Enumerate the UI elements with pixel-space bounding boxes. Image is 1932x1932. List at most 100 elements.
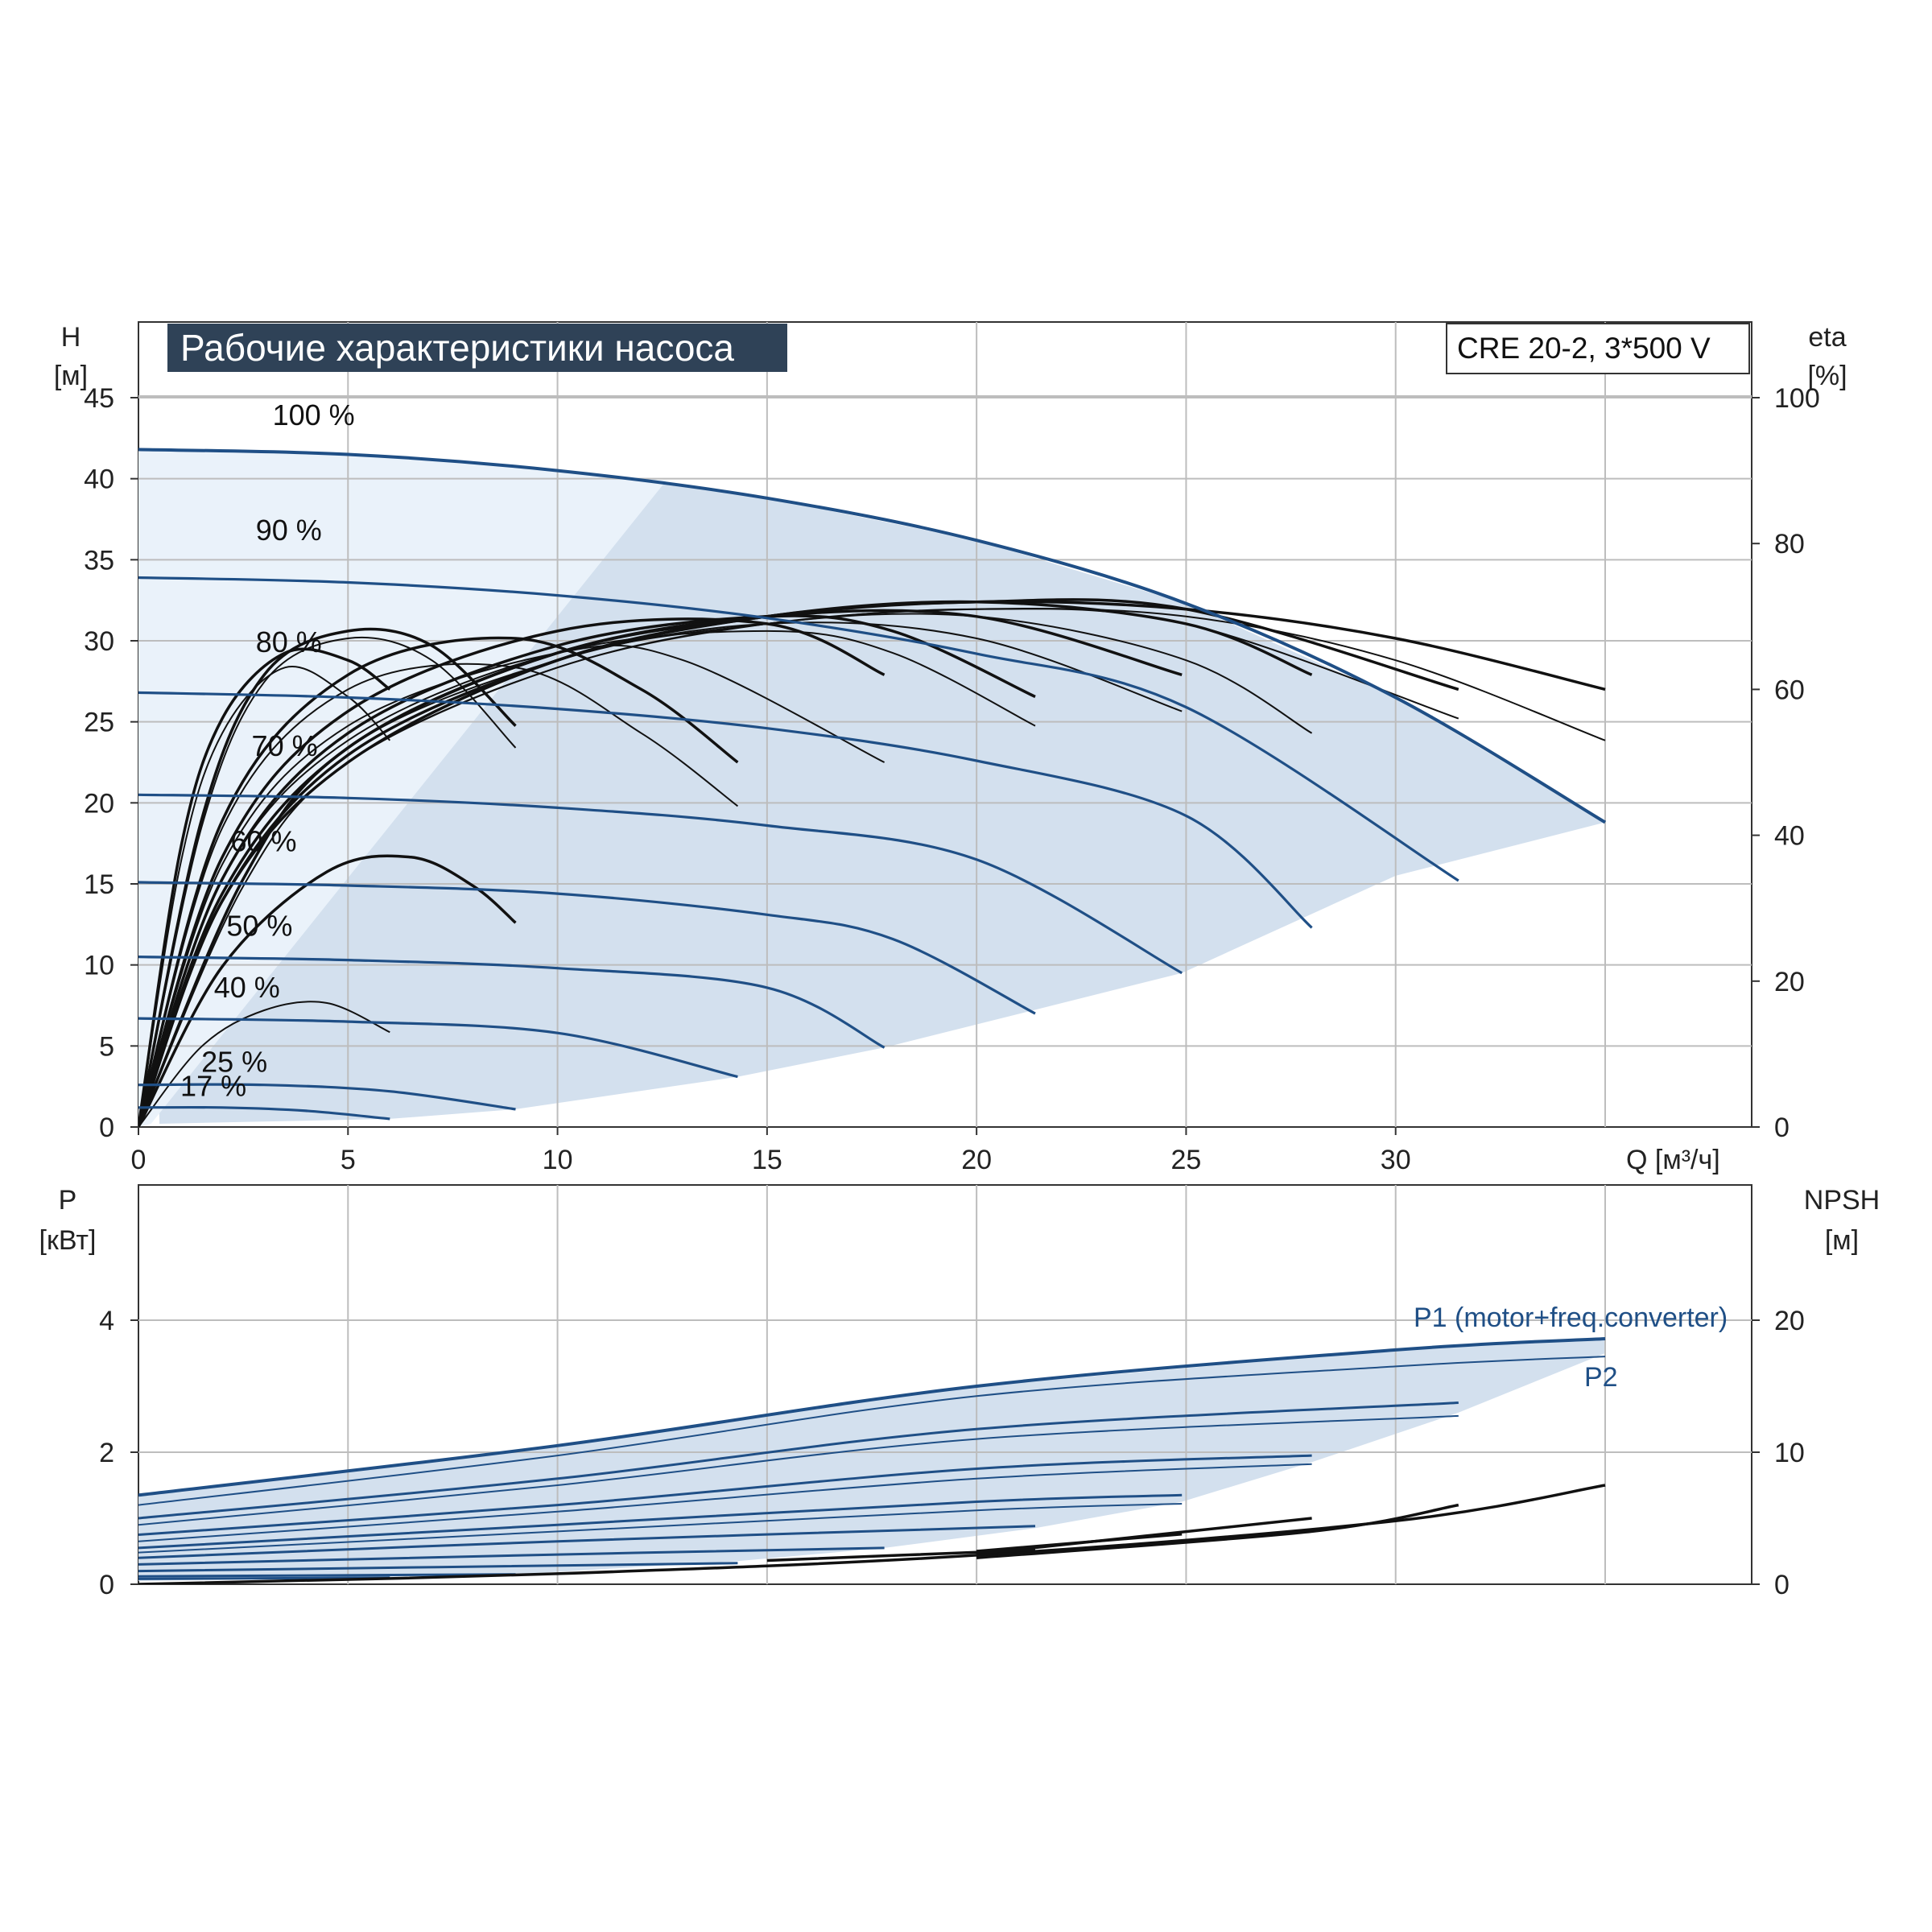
- speed-label: 25 %: [201, 1046, 267, 1079]
- x-tick-label: 10: [543, 1145, 573, 1175]
- npsh-axis-unit: [м]: [1825, 1225, 1859, 1256]
- npsh-tick-label: 0: [1774, 1570, 1790, 1600]
- y2-tick-label: 100: [1774, 383, 1820, 414]
- speed-label: 100 %: [273, 398, 355, 431]
- y-tick-label: 40: [84, 464, 114, 495]
- p1-curve: [138, 1454, 1312, 1536]
- y-tick-label: 10: [84, 951, 114, 981]
- npsh-curve: [976, 1503, 1459, 1559]
- efficiency-curve: [138, 854, 517, 1127]
- x-tick-label: 30: [1381, 1145, 1411, 1175]
- head-curve: [138, 576, 1459, 882]
- y-tick-label: 5: [99, 1031, 114, 1062]
- p2-label: P2: [1584, 1362, 1618, 1393]
- x-tick-label: 15: [752, 1145, 782, 1175]
- efficiency-curve: [138, 621, 1183, 1127]
- speed-labels: 100 % 90 % 80 % 70 % 60 % 50 % 40 % 25 %17 %: [180, 398, 355, 1103]
- efficiency-curve: [138, 613, 1313, 1127]
- eta-axis-label: eta: [1808, 322, 1846, 353]
- p1-curve: [138, 1493, 1183, 1550]
- speed-label: 90 %: [256, 514, 322, 547]
- h-axis-label: H: [61, 322, 81, 353]
- p-tick-label: 4: [99, 1306, 114, 1336]
- efficiency-curve: [138, 644, 886, 1127]
- p2-curve: [138, 1414, 1459, 1526]
- y-tick-label: 15: [84, 869, 114, 900]
- efficiency-curves: [138, 598, 1606, 1127]
- x-tick-label: 0: [131, 1145, 147, 1175]
- npsh-curve: [766, 1548, 1036, 1563]
- efficiency-curve: [138, 1001, 390, 1127]
- head-curve: [138, 448, 1607, 824]
- efficiency-curve: [138, 663, 739, 1127]
- npsh-tick-label: 10: [1774, 1438, 1805, 1468]
- p1-curve: [138, 1546, 885, 1566]
- y-tick-label: 0: [99, 1113, 114, 1143]
- p-axis-unit: [кВт]: [39, 1225, 97, 1256]
- x-tick-label: 5: [341, 1145, 356, 1175]
- p1-label: P1 (motor+freq.converter): [1414, 1302, 1728, 1333]
- y-tick-label: 25: [84, 708, 114, 738]
- speed-label: 40 %: [214, 971, 280, 1004]
- power-ticks: 0 2 4 0 10 20: [99, 1306, 1805, 1600]
- y2-tick-label: 60: [1774, 675, 1805, 705]
- model-label: CRE 20-2, 3*500 V: [1457, 332, 1711, 365]
- y-tick-label: 35: [84, 545, 114, 576]
- head-curve: [138, 881, 1036, 1015]
- efficiency-curve: [138, 665, 391, 1127]
- power-panel: 0 2 4 0 10 20 P [кВт] NPSH [м] P1 (motor+freq…: [39, 1184, 1880, 1600]
- power-curves: [138, 1337, 1606, 1584]
- p1-curve: [138, 1562, 738, 1573]
- p1-curve: [138, 1402, 1459, 1520]
- efficiency-curve: [138, 636, 517, 1127]
- y2-tick-label: 0: [1774, 1113, 1790, 1143]
- p-axis-label: P: [59, 1185, 77, 1216]
- head-grid: [138, 322, 1752, 1127]
- y2-tick-label: 40: [1774, 821, 1805, 852]
- head-curve: [138, 956, 886, 1049]
- efficiency-curve: [138, 630, 1036, 1127]
- model-box: [1446, 323, 1750, 374]
- speed-label: 80 %: [256, 625, 322, 658]
- x-tick-label: 25: [1171, 1145, 1202, 1175]
- speed-label: 50 %: [226, 909, 292, 942]
- efficiency-curve: [138, 617, 886, 1127]
- head-curve: [138, 1017, 738, 1079]
- h-axis-unit: [м]: [54, 361, 88, 391]
- p2-curve: [138, 1503, 1183, 1554]
- power-region-fill: [138, 1339, 1605, 1581]
- head-curve: [138, 793, 1183, 975]
- speed-label: 70 %: [252, 729, 318, 762]
- power-operating-region: [138, 1339, 1605, 1581]
- head-curve: [138, 1105, 390, 1121]
- y2-tick-label: 20: [1774, 967, 1805, 997]
- npsh-axis-label: NPSH: [1804, 1185, 1880, 1216]
- efficiency-curve: [138, 647, 391, 1127]
- head-curve: [138, 1083, 516, 1111]
- npsh-tick-label: 20: [1774, 1306, 1805, 1336]
- p1-curve: [138, 1525, 1036, 1559]
- y2-tick-label: 80: [1774, 529, 1805, 559]
- head-curves: [138, 448, 1607, 1121]
- p-tick-label: 0: [99, 1570, 114, 1600]
- speed-label: 17 %: [180, 1070, 246, 1103]
- speed-label: 60 %: [231, 825, 297, 858]
- q-axis-label: Q [м³/ч]: [1626, 1145, 1720, 1175]
- npsh-curve: [976, 1532, 1183, 1553]
- efficiency-curve: [138, 636, 739, 1127]
- npsh-curve: [138, 1484, 1606, 1584]
- efficiency-curve: [138, 627, 517, 1127]
- y-tick-label: 20: [84, 788, 114, 819]
- head-curve: [138, 691, 1313, 929]
- eta-axis-unit: [%]: [1807, 361, 1847, 391]
- title-box: [167, 324, 787, 372]
- p2-curve: [138, 1463, 1312, 1542]
- chart-title: Рабочие характеристики насоса: [180, 327, 734, 369]
- p1-curve: [138, 1337, 1606, 1497]
- head-ticks: 0 5 10 15 20 25 30 0 5 10 15 20 25 30 35 40 45 0 20 40 60 80 1…: [84, 383, 1820, 1175]
- x-tick-label: 20: [961, 1145, 992, 1175]
- y-tick-label: 30: [84, 626, 114, 657]
- head-panel: 0 5 10 15 20 25 30 0 5 10 15 20 25 30 35 40 45 0 20 40 60 80 1…: [54, 321, 1847, 1175]
- p2-curve: [138, 1356, 1606, 1506]
